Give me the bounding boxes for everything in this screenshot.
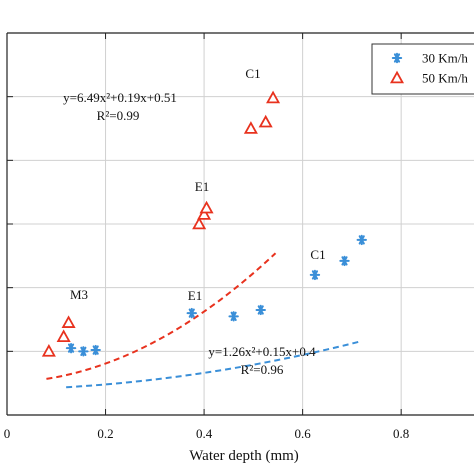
- annotation-e1-50: E1: [195, 179, 209, 194]
- x-tick-label: 0: [4, 426, 11, 441]
- fit-curve-50: [46, 252, 277, 380]
- axes: [6, 32, 474, 416]
- annotation-eq50: y=6.49x²+0.19x+0.51: [63, 90, 177, 105]
- annotation-eq50: R²=0.99: [97, 108, 140, 123]
- annotation-eq30: y=1.26x²+0.15x+0.4: [208, 344, 316, 359]
- x-tick-label: 0.8: [393, 426, 409, 441]
- point-30kmh: [65, 342, 77, 354]
- fit-curves: [46, 252, 362, 389]
- data-points: [41, 90, 367, 357]
- annotation-c1-50: C1: [245, 66, 260, 81]
- legend-marker-30kmh: [391, 52, 403, 64]
- annotation-e1-30: E1: [188, 288, 202, 303]
- point-50kmh: [258, 114, 273, 128]
- legend: 30 Km/h 50 Km/h: [371, 43, 474, 95]
- point-50kmh: [266, 90, 281, 104]
- annotation-c1-30: C1: [310, 247, 325, 262]
- legend-label-50kmh: 50 Km/h: [422, 71, 468, 86]
- point-50kmh: [243, 121, 258, 134]
- legend-marker-50kmh: [389, 70, 405, 84]
- point-30kmh: [255, 304, 266, 316]
- point-50kmh: [199, 200, 214, 214]
- point-50kmh: [61, 315, 76, 328]
- x-tick-labels: 0 0.2 0.4 0.6 0.8: [4, 426, 410, 441]
- x-axis-title: Water depth (mm): [189, 448, 299, 464]
- point-50kmh: [197, 207, 212, 220]
- point-50kmh: [56, 329, 71, 342]
- x-tick-label: 0.2: [97, 426, 113, 441]
- point-30kmh: [339, 255, 350, 267]
- point-30kmh: [78, 346, 89, 357]
- annotation-eq30: R²=0.96: [241, 362, 284, 377]
- legend-box: [371, 43, 474, 95]
- point-30kmh: [228, 311, 239, 322]
- point-50kmh: [41, 343, 56, 357]
- legend-label-30kmh: 30 Km/h: [422, 51, 468, 66]
- point-30kmh: [356, 234, 367, 246]
- x-tick-label: 0.6: [295, 426, 312, 441]
- point-30kmh: [186, 307, 197, 319]
- point-50kmh: [192, 216, 207, 230]
- x-tick-label: 0.4: [196, 426, 213, 441]
- annotation-m3: M3: [70, 287, 88, 302]
- point-30kmh: [309, 269, 321, 281]
- annotations: y=6.49x²+0.19x+0.51 R²=0.99 y=1.26x²+0.15x…: [63, 66, 325, 377]
- point-30kmh: [90, 344, 101, 356]
